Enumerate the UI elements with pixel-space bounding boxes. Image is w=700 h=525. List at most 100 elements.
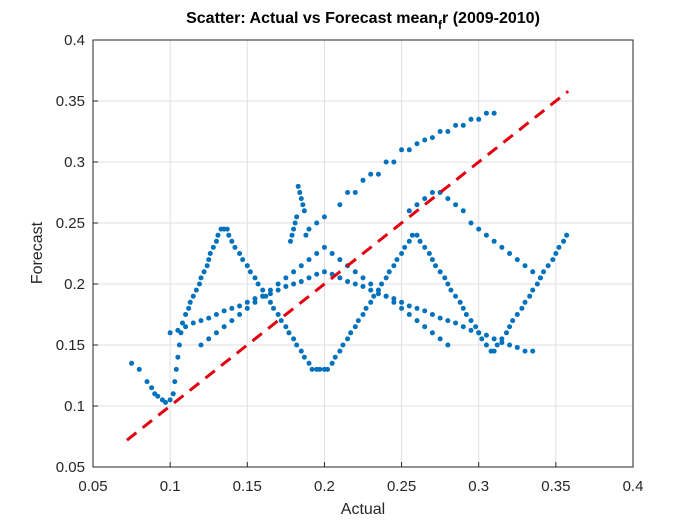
scatter-point [167, 397, 173, 403]
scatter-point [275, 287, 281, 293]
scatter-point [422, 244, 428, 250]
scatter-point [375, 171, 381, 177]
scatter-point [267, 287, 273, 293]
scatter-point [553, 251, 559, 256]
scatter-point [468, 318, 474, 324]
scatter-point [360, 283, 366, 289]
scatter-point [491, 238, 497, 244]
scatter-point [522, 348, 528, 354]
y-tick-label: 0.4 [64, 32, 85, 49]
scatter-point [170, 391, 176, 397]
scatter-point [457, 299, 463, 305]
scatter-point [244, 299, 250, 305]
scatter-point [325, 366, 331, 372]
scatter-point [494, 342, 500, 348]
scatter-point [468, 116, 474, 122]
scatter-point [289, 232, 295, 238]
scatter-point [173, 366, 179, 372]
scatter-point [306, 360, 312, 366]
x-tick-label: 0.05 [78, 478, 107, 495]
scatter-point [207, 251, 213, 256]
scatter-point [483, 110, 489, 116]
scatter-point [483, 332, 489, 338]
scatter-point [507, 342, 513, 348]
scatter-point [206, 336, 212, 342]
scatter-point [244, 305, 250, 311]
scatter-point [383, 293, 389, 299]
scatter-point [375, 287, 381, 293]
scatter-point [402, 244, 408, 250]
scatter-point [394, 257, 400, 263]
scatter-point [476, 330, 482, 336]
y-tick-label: 0.2 [64, 276, 85, 293]
scatter-point [519, 305, 525, 311]
scatter-point [198, 275, 204, 281]
scatter-point [190, 320, 196, 326]
scatter-point [340, 342, 346, 348]
scatter-point [183, 312, 189, 317]
scatter-point [445, 196, 451, 202]
scatter-point [429, 257, 435, 263]
scatter-point [499, 340, 505, 346]
scatter-point [255, 281, 261, 287]
scatter-point [295, 183, 301, 189]
scatter-point [286, 330, 292, 336]
scatter-point [406, 303, 412, 309]
scatter-point [224, 226, 230, 232]
y-tick-label: 0.25 [56, 215, 85, 232]
scatter-point [437, 129, 443, 134]
scatter-point [196, 281, 202, 287]
scatter-point [244, 263, 250, 269]
scatter-point [437, 336, 443, 342]
scatter-point [309, 366, 315, 372]
reference-line-path [126, 90, 570, 442]
scatter-point [252, 299, 258, 305]
scatter-point [352, 281, 358, 287]
scatter-point [229, 318, 235, 324]
scatter-point [352, 269, 358, 275]
scatter-point [386, 269, 392, 275]
scatter-point [491, 110, 497, 116]
scatter-point [406, 147, 412, 153]
scatter-point [206, 257, 212, 263]
scatter-point [468, 327, 474, 333]
scatter-point [564, 232, 570, 238]
scatter-point [363, 305, 369, 311]
scatter-point [453, 320, 459, 326]
scatter-point [300, 202, 306, 208]
scatter-point [267, 291, 273, 297]
scatter-point [541, 269, 547, 275]
scatter-point [301, 354, 307, 360]
scatter-point [337, 275, 343, 281]
scatter-point [406, 312, 412, 317]
scatter-point [437, 269, 443, 275]
scatter-point [237, 303, 243, 309]
scatter-point [314, 220, 320, 226]
scatter-point [460, 305, 466, 311]
scatter-point [267, 299, 273, 305]
scatter-point [360, 275, 366, 281]
scatter-point [399, 305, 405, 311]
scatter-point [271, 305, 277, 311]
scatter-point [283, 283, 289, 289]
scatter-point [291, 281, 297, 287]
scatter-point [221, 308, 227, 314]
y-tick-label: 0.15 [56, 337, 85, 354]
scatter-point [479, 336, 485, 342]
scatter-point [406, 208, 412, 214]
scatter-point [136, 366, 142, 372]
scatter-point [399, 299, 405, 305]
scatter-point [391, 296, 397, 302]
scatter-point [414, 232, 420, 238]
scatter-point [391, 263, 397, 269]
x-tick-label: 0.1 [160, 478, 181, 495]
scatter-point [422, 308, 428, 314]
scatter-point [291, 336, 297, 342]
scatter-point [414, 202, 420, 208]
scatter-point [155, 393, 161, 399]
scatter-point [422, 196, 428, 202]
scatter-point [226, 232, 232, 238]
scatter-point [186, 305, 192, 311]
x-axis-label: Actual [341, 501, 385, 518]
